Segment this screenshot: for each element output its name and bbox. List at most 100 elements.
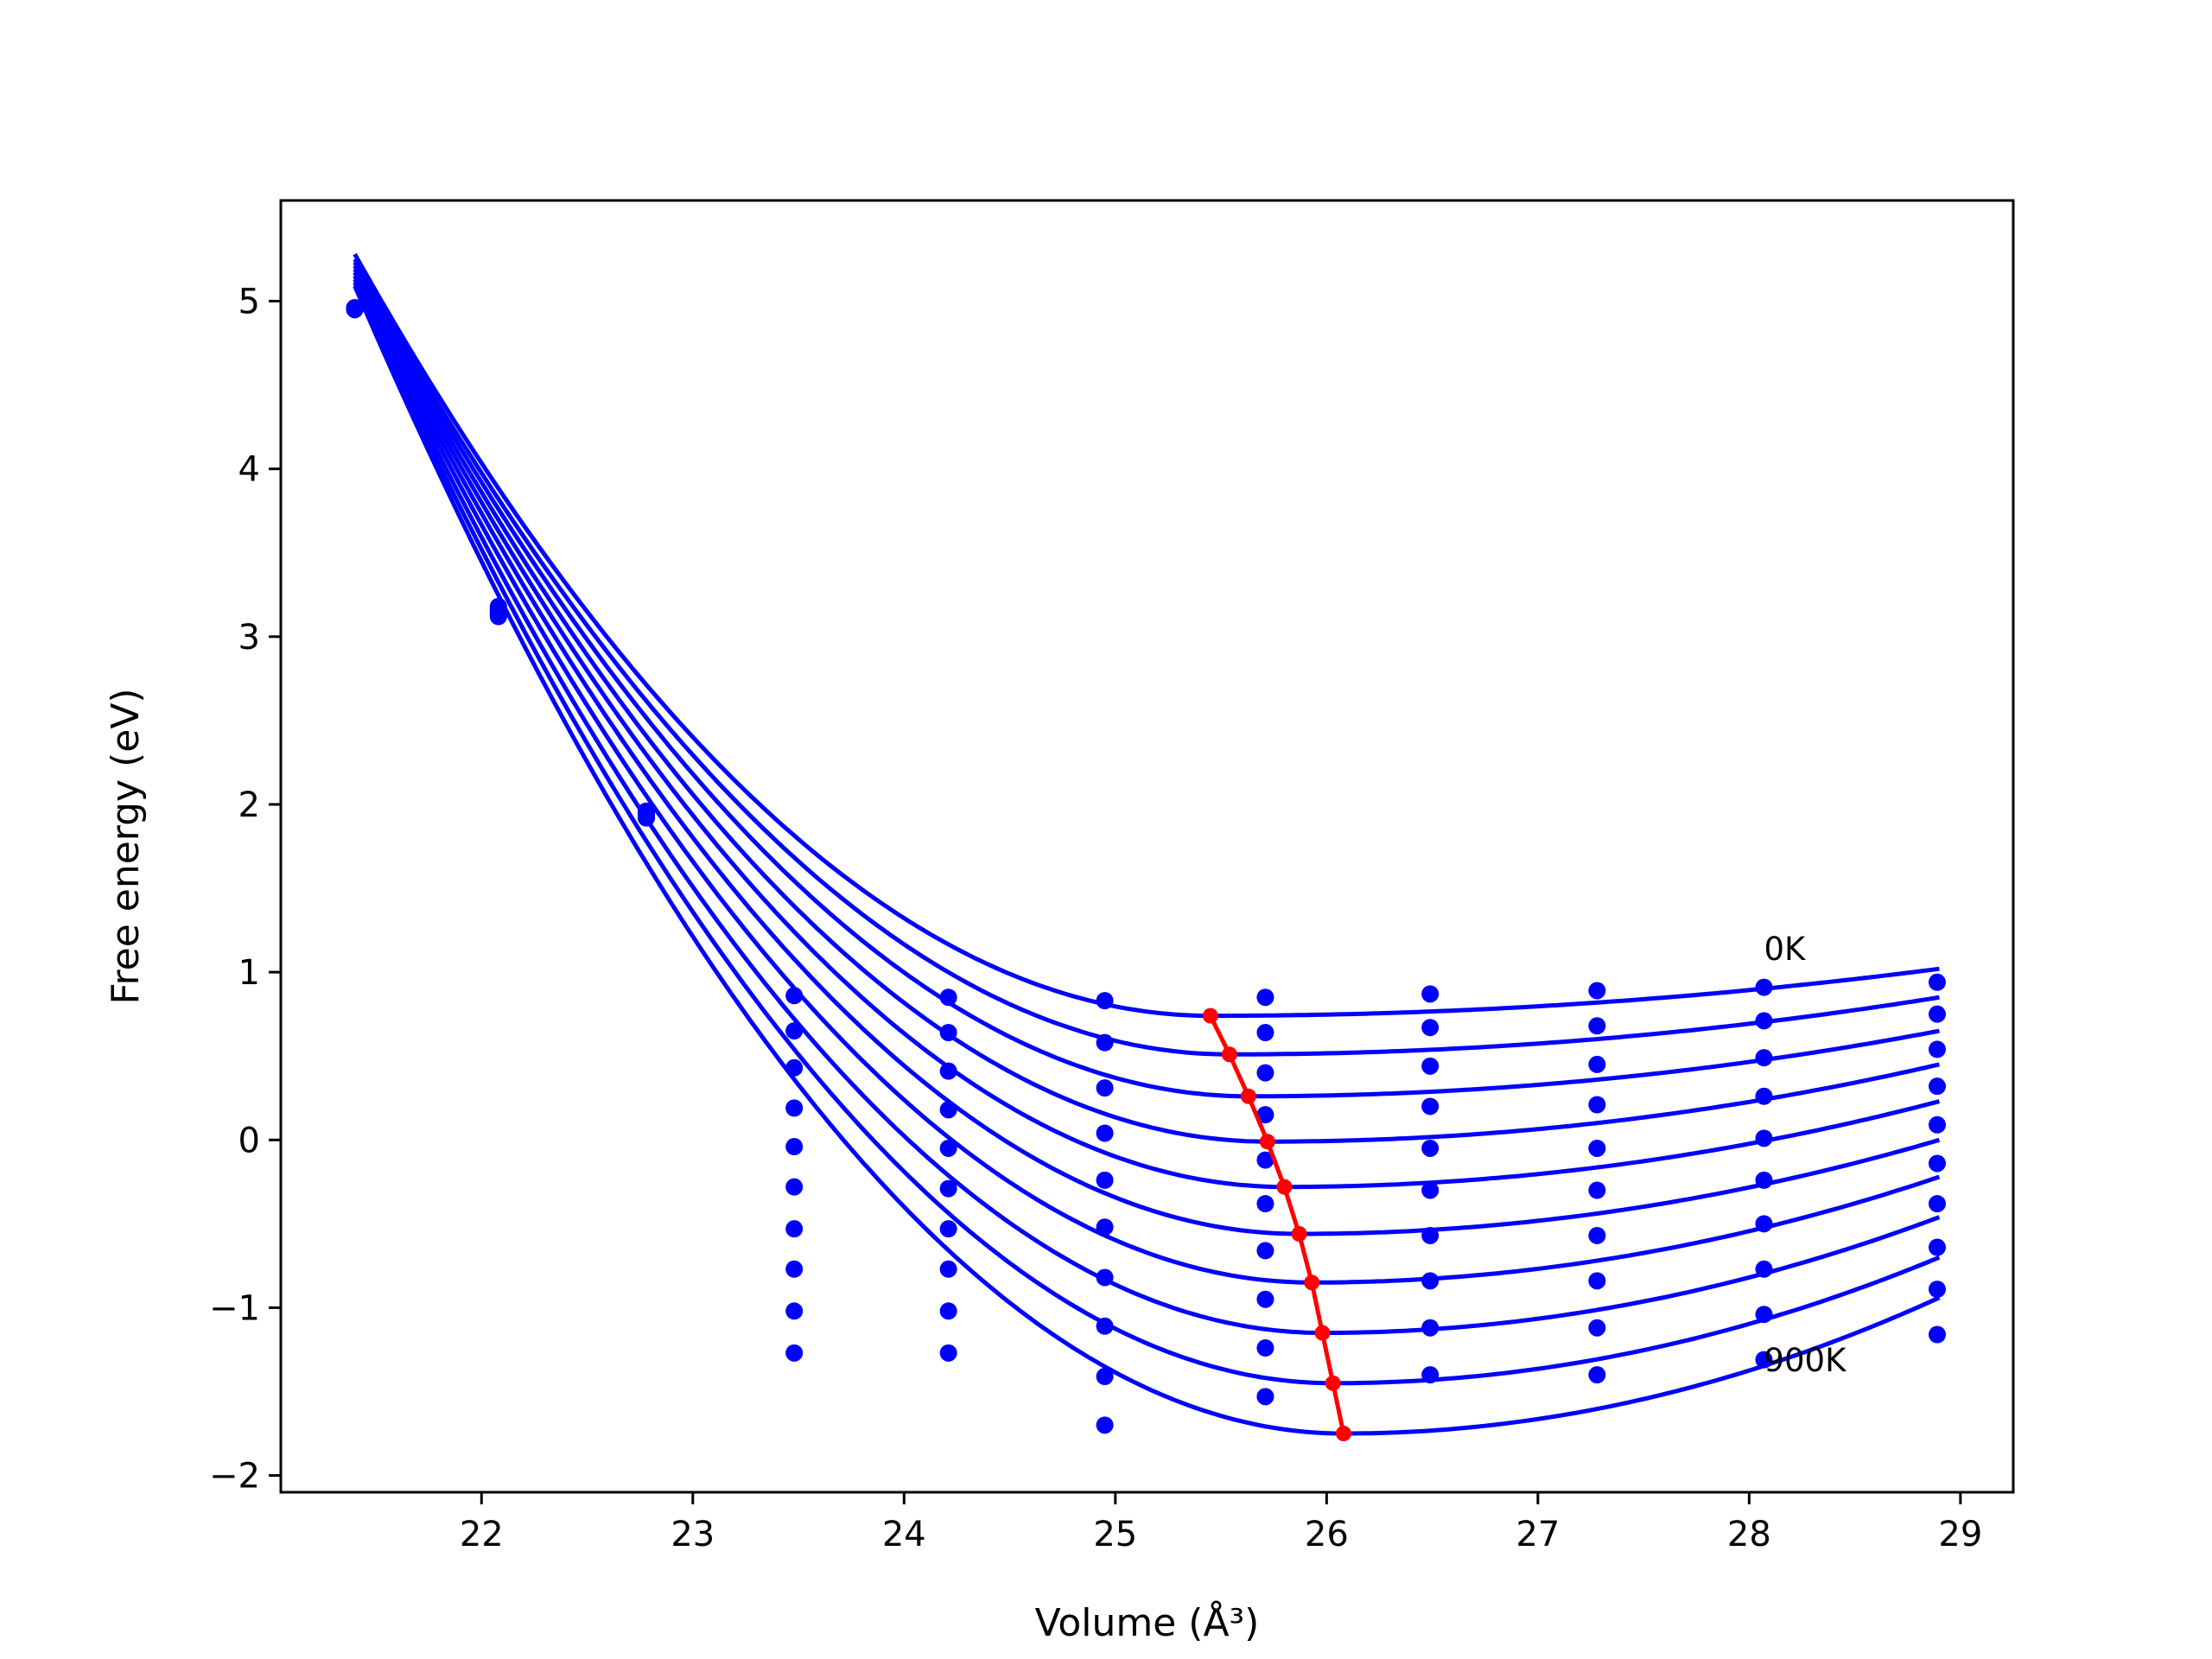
data-point: [1755, 1049, 1773, 1067]
minimum-point: [1240, 1088, 1256, 1104]
y-tick-label: −2: [209, 1457, 260, 1497]
data-point: [1256, 988, 1274, 1007]
data-point: [785, 1022, 804, 1040]
data-point: [1256, 1388, 1274, 1406]
minimum-point: [1259, 1134, 1275, 1150]
data-point: [785, 1302, 804, 1320]
data-point: [1096, 1124, 1114, 1142]
data-point: [1421, 1019, 1440, 1037]
data-point: [1928, 1238, 1946, 1256]
x-tick-label: 27: [1516, 1515, 1560, 1554]
y-tick-label: −1: [209, 1288, 260, 1328]
minima-line: [1208, 1014, 1346, 1434]
data-point: [1588, 1139, 1606, 1157]
data-point: [1755, 1012, 1773, 1030]
data-point: [1588, 1096, 1606, 1114]
data-point: [1256, 1242, 1274, 1260]
data-point: [1588, 1319, 1606, 1337]
x-tick-label: 24: [882, 1515, 926, 1554]
data-point: [638, 809, 656, 827]
y-tick-label: 1: [238, 953, 260, 993]
data-point: [1928, 1325, 1946, 1344]
data-point: [1421, 1319, 1440, 1337]
data-point: [1096, 1033, 1114, 1052]
data-point: [1928, 1005, 1946, 1023]
data-point: [785, 1260, 804, 1278]
data-point: [1755, 1351, 1773, 1369]
fit-curve-6: [353, 275, 1941, 1285]
data-point: [1755, 1260, 1773, 1278]
fit-curve-7: [353, 278, 1941, 1335]
plot-area: [346, 252, 1946, 1442]
data-point: [939, 1179, 957, 1198]
curve-label-0k: 0K: [1764, 931, 1807, 968]
data-point: [1256, 1064, 1274, 1082]
fit-curve-0: [353, 252, 1940, 1019]
data-point: [1256, 1151, 1274, 1169]
data-point: [939, 1260, 957, 1278]
data-point: [1421, 1139, 1440, 1157]
fit-curve-3: [353, 264, 1940, 1144]
x-tick-label: 25: [1093, 1515, 1137, 1554]
data-point: [1755, 1087, 1773, 1105]
data-point: [1096, 1079, 1114, 1097]
data-point: [785, 1099, 804, 1117]
x-tick-label: 28: [1727, 1515, 1771, 1554]
data-point: [1755, 1171, 1773, 1189]
data-point: [785, 1178, 804, 1196]
data-point: [1755, 1129, 1773, 1147]
curve-label-900k: 900K: [1764, 1342, 1847, 1379]
data-point: [1755, 978, 1773, 996]
data-point: [1928, 1040, 1946, 1058]
fit-curve-5: [353, 271, 1941, 1236]
data-point: [1256, 1024, 1274, 1042]
data-point: [1928, 1077, 1946, 1096]
data-point: [1928, 1281, 1946, 1299]
data-point: [785, 1138, 804, 1156]
data-point: [1588, 1017, 1606, 1035]
plot-frame: [279, 199, 2015, 1494]
data-point: [1928, 973, 1946, 991]
minimum-point: [1325, 1375, 1341, 1391]
data-point: [1096, 1171, 1114, 1189]
data-point: [939, 988, 957, 1007]
data-point: [939, 1344, 957, 1362]
data-point: [785, 1220, 804, 1238]
fit-curve-4: [353, 268, 1941, 1190]
data-point: [939, 1139, 957, 1157]
x-axis-label: Volume (Å³): [1035, 1599, 1260, 1645]
x-tick-label: 22: [460, 1515, 504, 1554]
minimum-point: [1291, 1226, 1307, 1242]
minimum-point: [1335, 1426, 1351, 1442]
data-point: [939, 1024, 957, 1042]
minimum-point: [1202, 1007, 1218, 1024]
y-axis-label: Free energy (eV): [104, 688, 148, 1004]
minimum-point: [1314, 1325, 1331, 1341]
data-point: [1096, 992, 1114, 1010]
minimum-point: [1304, 1274, 1320, 1291]
data-point: [785, 1058, 804, 1077]
data-point: [1755, 1306, 1773, 1324]
data-point: [489, 607, 507, 626]
fit-curve-2: [353, 261, 1940, 1099]
data-point: [1755, 1215, 1773, 1233]
data-point: [939, 1062, 957, 1080]
data-point: [1096, 1368, 1114, 1386]
data-point: [1096, 1268, 1114, 1287]
x-tick-label: 29: [1938, 1515, 1982, 1554]
fit-curve-8: [353, 282, 1941, 1386]
data-point: [1588, 1366, 1606, 1384]
data-point: [939, 1101, 957, 1119]
data-point: [346, 301, 364, 319]
y-tick-label: 0: [238, 1121, 260, 1160]
fit-curve-9: [353, 285, 1941, 1436]
data-point: [1256, 1195, 1274, 1213]
x-tick-label: 23: [671, 1515, 715, 1554]
data-point: [939, 1220, 957, 1238]
data-point: [1256, 1290, 1274, 1308]
data-point: [1421, 1366, 1440, 1384]
data-point: [785, 1344, 804, 1362]
data-point: [785, 987, 804, 1005]
